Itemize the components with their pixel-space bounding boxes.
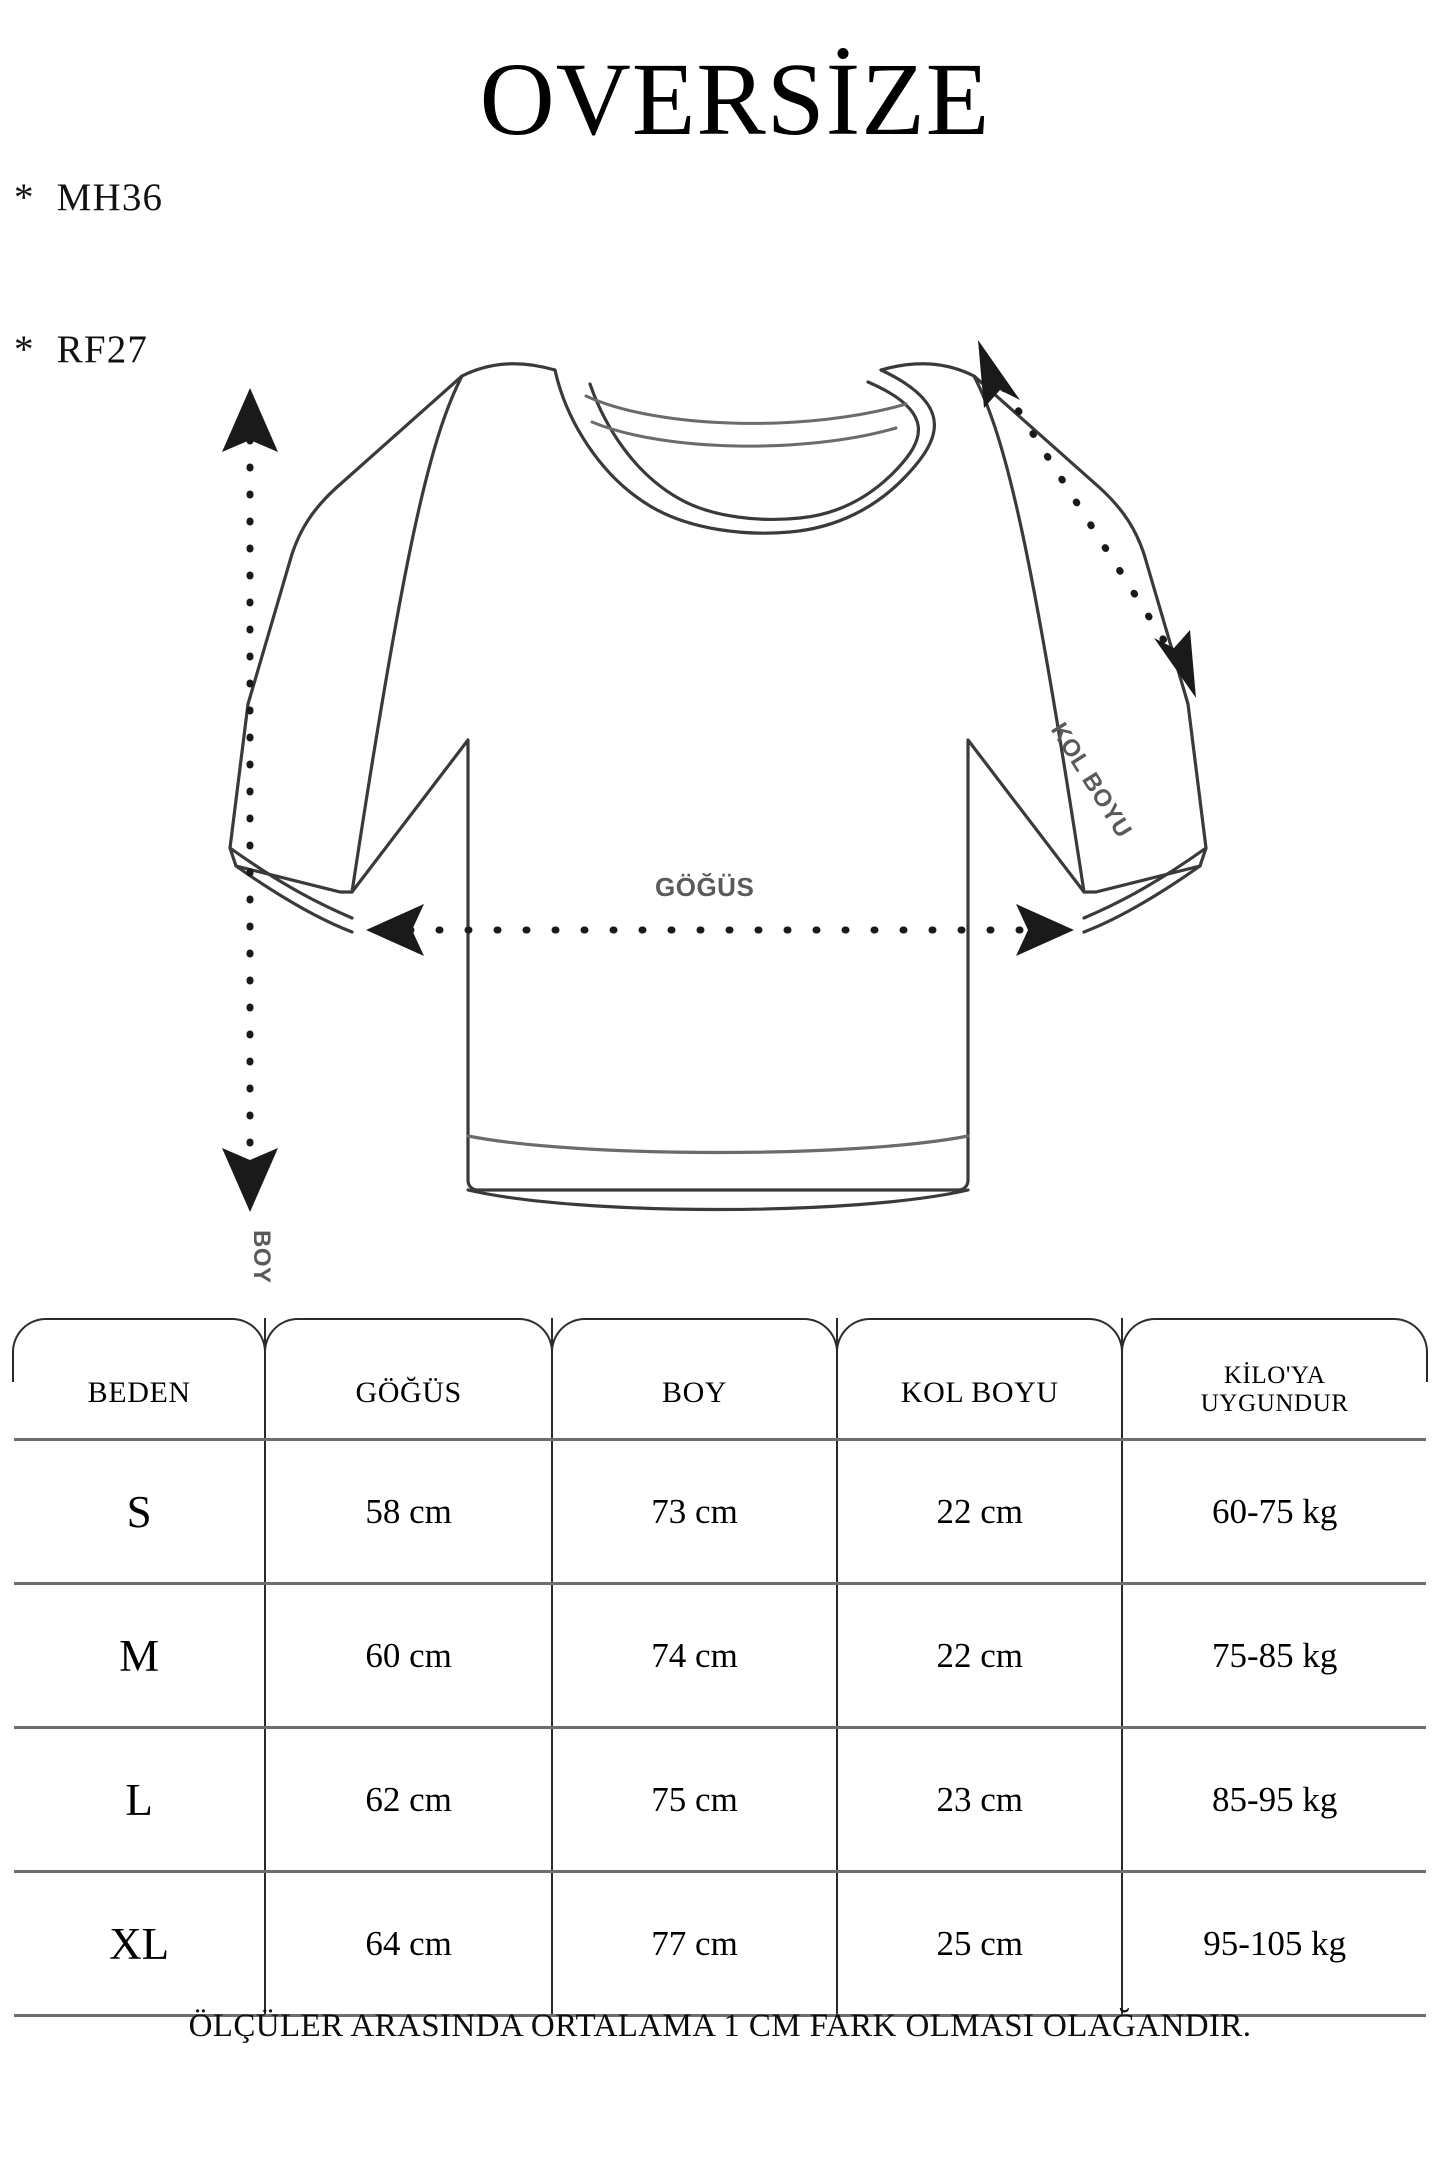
chest-arrow-head-left xyxy=(366,904,424,956)
bottom-hem-lower xyxy=(466,1188,970,1212)
shoulder-seam-right xyxy=(972,374,1086,894)
cell-kilo: 60-75 kg xyxy=(1121,1438,1426,1585)
tshirt-technical-drawing-svg xyxy=(222,340,1208,1212)
length-arrow-head-bottom xyxy=(222,1148,278,1212)
cell-kol-boyu: 22 cm xyxy=(836,1438,1124,1585)
cell-kilo: 85-95 kg xyxy=(1121,1726,1426,1873)
product-code-1: * MH36 xyxy=(14,176,164,220)
cell-kol-boyu: 25 cm xyxy=(836,1870,1124,2017)
neck-back-rib-line-1 xyxy=(584,394,908,425)
cell-boy: 74 cm xyxy=(550,1582,839,1729)
cell-gogus: 62 cm xyxy=(264,1726,553,1873)
sleeve-cuff-left-inner xyxy=(228,846,354,920)
cell-gogus: 64 cm xyxy=(264,1870,553,2017)
column-header-beden-label: BEDEN xyxy=(87,1376,191,1410)
column-header-gogus: GÖĞÜS xyxy=(264,1318,553,1441)
table-row: L 62 cm 75 cm 23 cm 85-95 kg xyxy=(14,1726,1426,1873)
shoulder-seam-left xyxy=(350,374,464,894)
cell-gogus: 58 cm xyxy=(264,1438,553,1585)
column-header-beden: BEDEN xyxy=(12,1318,267,1441)
cell-beden: L xyxy=(14,1726,267,1873)
cell-kol-boyu: 22 cm xyxy=(836,1582,1124,1729)
length-dimension-arrow xyxy=(222,388,278,1212)
cell-kol-boyu: 23 cm xyxy=(836,1726,1124,1873)
column-header-kol-boyu: KOL BOYU xyxy=(836,1318,1124,1441)
column-header-kilo-label: KİLO'YA UYGUNDUR xyxy=(1124,1338,1425,1418)
column-header-gogus-label: GÖĞÜS xyxy=(355,1376,462,1410)
size-table: BEDEN GÖĞÜS BOY KOL BOYU xyxy=(12,1318,1428,2017)
length-arrow-head-top xyxy=(222,388,278,452)
sleeve-cuff-left xyxy=(234,864,354,934)
column-header-boy-label: BOY xyxy=(661,1376,728,1410)
bottom-hem-upper xyxy=(466,1134,970,1155)
product-code-2: * RF27 xyxy=(14,328,149,372)
sleeve-arrow-head-top xyxy=(978,340,1020,408)
neck-back-rib-line-2 xyxy=(590,420,898,448)
column-header-kol-boyu-label: KOL BOYU xyxy=(900,1376,1059,1410)
sleeve-cuff-right-inner xyxy=(1082,846,1208,920)
column-header-boy: BOY xyxy=(550,1318,839,1441)
cell-boy: 75 cm xyxy=(550,1726,839,1873)
chest-dimension-arrow xyxy=(366,904,1074,956)
neckline-rib-inner xyxy=(588,380,921,521)
tshirt-outline-group xyxy=(228,362,1208,1212)
sleeve-cuff-right xyxy=(1082,864,1202,934)
table-row: S 58 cm 73 cm 22 cm 60-75 kg xyxy=(14,1438,1426,1585)
cell-beden: S xyxy=(14,1438,267,1585)
table-row: M 60 cm 74 cm 22 cm 75-85 kg xyxy=(14,1582,1426,1729)
sleeve-arrow-head-bottom xyxy=(1154,630,1196,698)
tshirt-diagram: GÖĞÜS BOY KOL BOYU xyxy=(0,300,1440,1284)
cell-beden: XL xyxy=(14,1870,267,2017)
cell-kilo: 75-85 kg xyxy=(1121,1582,1426,1729)
sleeve-arrow-dotted-line xyxy=(1000,384,1174,654)
size-table-body: S 58 cm 73 cm 22 cm 60-75 kg M 60 cm 74 … xyxy=(14,1438,1426,2017)
column-header-kilo: KİLO'YA UYGUNDUR xyxy=(1121,1318,1428,1441)
sleeve-dimension-arrow xyxy=(978,340,1196,698)
neckline-outer xyxy=(553,368,936,535)
chest-dimension-label: GÖĞÜS xyxy=(655,872,755,902)
cell-gogus: 60 cm xyxy=(264,1582,553,1729)
cell-boy: 77 cm xyxy=(550,1870,839,2017)
measurement-tolerance-note: ÖLÇÜLER ARASINDA ORTALAMA 1 CM FARK OLMA… xyxy=(188,2008,1252,2044)
tshirt-body-outline xyxy=(228,362,1208,1192)
size-table-wrapper: BEDEN GÖĞÜS BOY KOL BOYU xyxy=(12,1318,1428,2017)
cell-boy: 73 cm xyxy=(550,1438,839,1585)
product-codes: * MH36 * RF27 xyxy=(14,72,163,478)
table-row: XL 64 cm 77 cm 25 cm 95-105 kg xyxy=(14,1870,1426,2017)
length-dimension-label: BOY xyxy=(248,1230,275,1284)
page-title: OVERSİZE xyxy=(479,42,991,157)
size-table-header: BEDEN GÖĞÜS BOY KOL BOYU xyxy=(12,1318,1428,1441)
table-header-row: BEDEN GÖĞÜS BOY KOL BOYU xyxy=(12,1318,1428,1441)
cell-beden: M xyxy=(14,1582,267,1729)
chest-arrow-head-right xyxy=(1016,904,1074,956)
cell-kilo: 95-105 kg xyxy=(1121,1870,1426,2017)
column-header-kilo-line2: UYGUNDUR xyxy=(1200,1390,1349,1417)
column-header-kilo-line1: KİLO'YA xyxy=(1223,1362,1326,1389)
